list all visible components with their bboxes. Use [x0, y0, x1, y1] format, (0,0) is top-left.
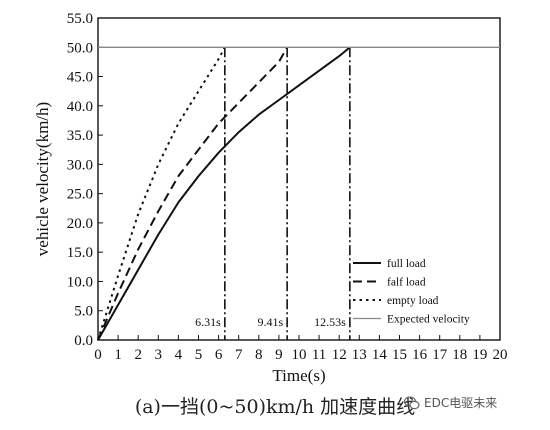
- x-tick-label: 7: [235, 347, 243, 363]
- plot-frame: [97, 17, 501, 341]
- x-tick-label: 6: [215, 347, 223, 363]
- x-tick-label: 19: [472, 347, 487, 363]
- axes: 0 1 2 3 4 5 6 7 8 9 10 11 12 13 14 15 16 17 18 19 200.05.010…: [33, 11, 508, 385]
- x-tick-label: 11: [312, 347, 326, 363]
- series-line: [97, 46, 226, 341]
- x-tick-label: 10: [292, 347, 307, 363]
- wechat-logo-icon: [404, 395, 420, 409]
- y-tick-label: 10.0: [67, 274, 93, 290]
- y-tick-label: 50.0: [67, 40, 93, 56]
- x-tick-label: 13: [352, 347, 367, 363]
- series-line: [97, 46, 288, 341]
- watermark: EDC电驱未来: [404, 394, 497, 411]
- x-tick-label: 20: [493, 347, 508, 363]
- y-tick-label: 25.0: [67, 187, 93, 203]
- legend-label: falf load: [387, 277, 426, 289]
- y-tick-label: 0.0: [74, 333, 93, 349]
- series-line: [97, 46, 351, 341]
- legend-label: empty load: [387, 295, 439, 307]
- x-tick-label: 18: [452, 347, 467, 363]
- y-axis-title: vehicle velocity(km/h): [33, 102, 52, 256]
- x-tick-label: 17: [432, 347, 448, 363]
- x-tick-label: 8: [255, 347, 263, 363]
- legend: full load falf load empty load Expected vel…: [353, 258, 470, 326]
- x-tick-label: 2: [134, 347, 142, 363]
- legend-label: Expected velocity: [387, 314, 470, 326]
- watermark-text: EDC电驱未来: [424, 396, 498, 410]
- x-tick-label: 0: [94, 347, 102, 363]
- y-tick-label: 35.0: [67, 128, 93, 144]
- y-tick-label: 40.0: [67, 99, 93, 115]
- x-tick-label: 9: [275, 347, 283, 363]
- x-axis-title: Time(s): [272, 366, 325, 385]
- x-tick-label: 16: [412, 347, 428, 363]
- x-tick-label: 14: [372, 347, 388, 363]
- x-tick-label: 1: [114, 347, 122, 363]
- y-tick-label: 45.0: [67, 70, 93, 86]
- y-tick-label: 20.0: [67, 216, 93, 232]
- y-tick-label: 55.0: [67, 11, 93, 27]
- plot-area: 6.31s 9.41s 12.53s: [97, 46, 500, 341]
- time-marker-label: 9.41s: [257, 315, 283, 329]
- x-tick-label: 3: [155, 347, 163, 363]
- acceleration-chart: 0 1 2 3 4 5 6 7 8 9 10 11 12 13 14 15 16 17 18 19 200.05.010…: [33, 11, 508, 385]
- x-tick-label: 15: [392, 347, 407, 363]
- x-tick-label: 4: [175, 347, 183, 363]
- legend-label: full load: [387, 258, 426, 270]
- y-tick-label: 15.0: [67, 245, 93, 261]
- x-tick-label: 5: [195, 347, 203, 363]
- x-tick-label: 12: [332, 347, 347, 363]
- y-tick-label: 30.0: [67, 157, 93, 173]
- figure-caption: (a)一挡(0~50)km/h 加速度曲线: [134, 396, 416, 418]
- y-tick-label: 5.0: [74, 304, 93, 320]
- time-marker-label: 6.31s: [195, 315, 221, 329]
- time-marker-label: 12.53s: [314, 315, 346, 329]
